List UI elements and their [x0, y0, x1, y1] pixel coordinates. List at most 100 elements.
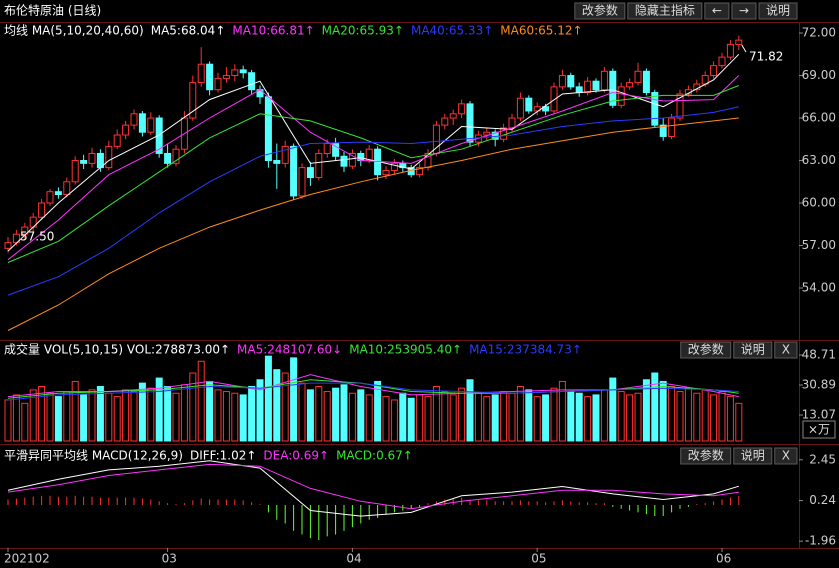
button[interactable]: X: [774, 447, 798, 465]
volume-bar: [231, 392, 239, 442]
volume-bar: [281, 372, 289, 442]
volume-bar: [701, 389, 709, 442]
candle-body: [315, 152, 323, 179]
candle-body: [38, 202, 46, 218]
button[interactable]: 改参数: [574, 2, 626, 20]
legend-entry: MA60:65.12↑: [500, 24, 582, 38]
candle-body: [659, 124, 667, 137]
volume-bar: [315, 385, 323, 442]
volume-bar: [668, 385, 676, 442]
candle-body: [508, 117, 516, 129]
x-tick-label: 04: [346, 552, 361, 566]
volume-bar: [138, 382, 146, 442]
volume-bar: [441, 391, 449, 442]
candle-body: [634, 70, 642, 84]
button-box[interactable]: [758, 2, 798, 20]
button-label[interactable]: 隐藏主指标: [635, 3, 695, 18]
button[interactable]: 隐藏主指标: [627, 2, 703, 20]
candle-body: [483, 131, 491, 136]
legend-entry: MACD:0.67↑: [336, 449, 413, 463]
button-box[interactable]: [733, 341, 773, 359]
volume-bar: [533, 396, 541, 442]
volume-bar: [642, 379, 650, 442]
volume-bar: [735, 402, 743, 442]
button[interactable]: →: [731, 2, 757, 20]
button-label[interactable]: →: [739, 4, 749, 18]
button-box[interactable]: [680, 341, 732, 359]
button-label[interactable]: 改参数: [688, 448, 724, 463]
volume-bar: [29, 389, 37, 442]
legend-entry: MA10:66.81↑: [232, 24, 314, 38]
legend-entry: 成交量 VOL(5,10,15) VOL:278873.00↑: [4, 342, 230, 357]
volume-bar: [651, 372, 659, 442]
volume-bar: [214, 389, 222, 442]
ma-line: [7, 374, 739, 398]
candle-body: [239, 69, 247, 74]
volume-bar: [525, 389, 533, 442]
x-tick-label: 202102: [4, 552, 50, 566]
volume-bar: [693, 392, 701, 442]
volume-bar: [290, 357, 298, 442]
volume-bar: [113, 396, 121, 442]
button-box[interactable]: [731, 2, 757, 20]
button-box[interactable]: [733, 447, 773, 465]
candle-body: [290, 145, 298, 197]
button-box[interactable]: [774, 447, 798, 465]
button[interactable]: 说明: [758, 2, 798, 20]
button[interactable]: 改参数: [680, 447, 732, 465]
candle-body: [71, 160, 79, 183]
button[interactable]: ←: [704, 2, 730, 20]
candle-body: [122, 124, 130, 136]
button[interactable]: 改参数: [680, 341, 732, 359]
volume-bar: [197, 360, 205, 442]
y-tick-label: 66.00: [802, 111, 836, 125]
candle-body: [558, 75, 566, 88]
ma-line: [7, 85, 739, 263]
button-label[interactable]: ←: [712, 4, 722, 18]
button-label[interactable]: X: [782, 449, 790, 463]
volume-bar: [390, 399, 398, 442]
button-label[interactable]: 改参数: [688, 342, 724, 357]
volume-bar: [306, 389, 314, 442]
button-label[interactable]: 改参数: [582, 3, 618, 18]
button-box[interactable]: [774, 341, 798, 359]
volume-bar: [416, 394, 424, 442]
volume-bar: [609, 377, 617, 442]
button-label[interactable]: X: [782, 343, 790, 357]
volume-bar: [550, 387, 558, 442]
candle-body: [516, 97, 524, 119]
y-tick-label: 63.00: [802, 153, 836, 167]
button-label[interactable]: 说明: [741, 342, 765, 357]
candle-body: [390, 162, 398, 171]
candle-body: [592, 80, 600, 91]
volume-bar: [600, 389, 608, 442]
volume-bar: [659, 380, 667, 442]
button-label[interactable]: 说明: [766, 3, 790, 18]
button-box[interactable]: [574, 2, 626, 20]
button-label[interactable]: 说明: [741, 448, 765, 463]
legend-entry: MA5:68.04↑: [151, 24, 226, 38]
candle-body: [206, 63, 214, 91]
button[interactable]: 说明: [733, 447, 773, 465]
button[interactable]: X: [774, 341, 798, 359]
button-box[interactable]: [680, 447, 732, 465]
x-tick-label: 03: [162, 552, 177, 566]
volume-bar: [399, 392, 407, 442]
volume-bar: [466, 379, 474, 442]
volume-bar: [206, 380, 214, 442]
button[interactable]: 说明: [733, 341, 773, 359]
candle-body: [147, 117, 155, 133]
volume-bar: [626, 394, 634, 442]
candle-body: [155, 117, 163, 154]
button-box[interactable]: [704, 2, 730, 20]
y-tick-label: 69.00: [802, 68, 836, 82]
candle-body: [222, 75, 230, 79]
volume-bar: [323, 391, 331, 442]
candle-body: [281, 145, 289, 164]
candle-body: [441, 117, 449, 126]
button-box[interactable]: [627, 2, 703, 20]
ma-line: [7, 117, 739, 331]
candle-body: [584, 80, 592, 94]
ma-line: [7, 106, 739, 296]
